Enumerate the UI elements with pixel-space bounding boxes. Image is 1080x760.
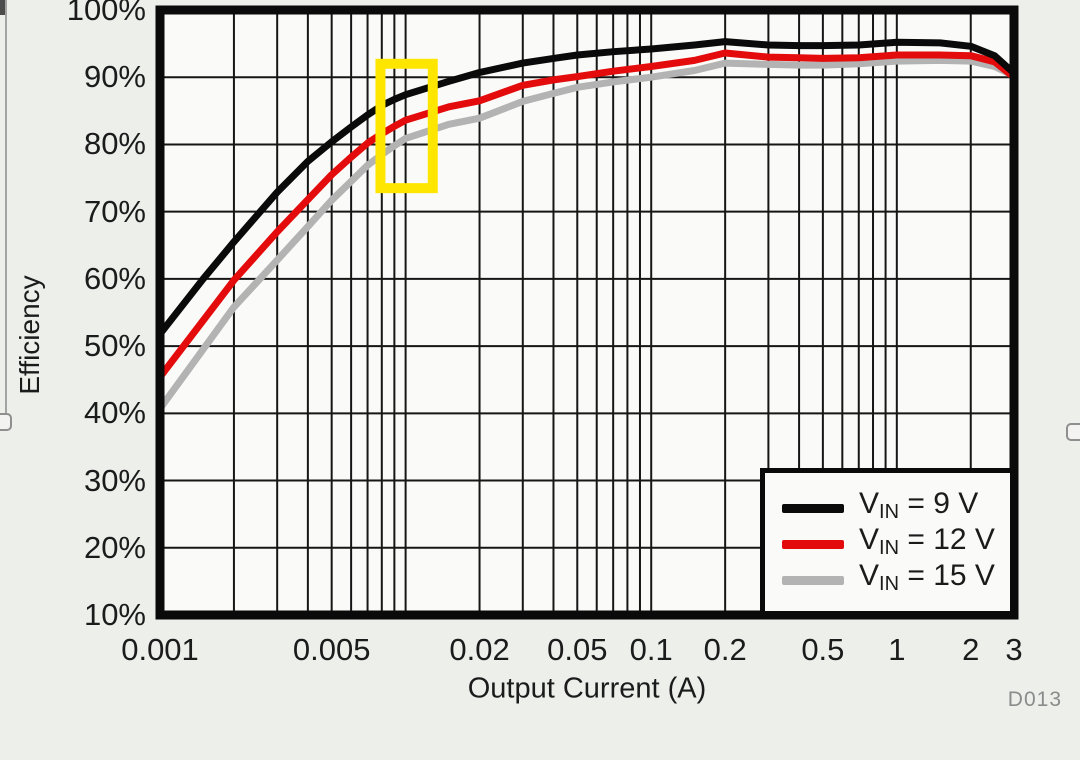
legend-label-vin-12v: VIN = 12 V [859,523,995,560]
y-tick-label: 100% [66,0,146,27]
legend: VIN = 9 V VIN = 12 V VIN = 15 V [760,468,1015,616]
x-tick-label: 0.1 [629,632,673,667]
x-tick-label: 1 [888,632,906,667]
series-line-vin-12-v [156,49,1018,381]
left-resize-handle[interactable] [0,413,12,431]
x-tick-label: 0.02 [449,632,510,667]
legend-line-swatch-black [782,503,844,513]
y-tick-label: 60% [83,260,146,296]
x-tick-label: 0.05 [547,632,608,667]
y-tick-label: 90% [83,59,146,95]
x-tick-label: 3 [1005,632,1023,667]
legend-label-vin-15v: VIN = 15 V [859,559,995,596]
y-tick-label: 80% [83,126,146,162]
x-tick-label: 0.005 [292,632,371,667]
x-tick-label: 0.2 [703,632,747,667]
legend-item-vin-9v: VIN = 9 V [765,487,1010,526]
x-tick-label: 0.001 [121,632,199,667]
x-tick-label: 2 [962,632,980,667]
y-tick-label: 40% [83,395,146,431]
legend-item-vin-12v: VIN = 12 V [765,523,1010,562]
y-tick-label: 30% [83,462,146,498]
y-tick-label: 70% [83,193,146,229]
plot-border [155,5,1019,620]
right-resize-handle[interactable] [1066,423,1080,441]
selection-edge-line [5,0,7,418]
legend-line-swatch-gray [782,575,844,585]
legend-line-swatch-red [782,539,844,549]
legend-item-vin-15v: VIN = 15 V [765,559,1010,598]
y-tick-label: 20% [83,529,146,565]
series-line-vin-15-v [156,56,1018,413]
edge-mark [0,0,5,15]
highlight-annotation [375,58,438,194]
figure-id-watermark: D013 [1007,688,1062,711]
y-tick-label: 50% [83,328,146,364]
y-axis-title: Efficiency [14,275,45,395]
series-line-vin-9-v [156,38,1018,338]
x-tick-label: 0.5 [801,632,845,667]
x-axis-title: Output Current (A) [467,672,707,705]
y-tick-label: 10% [83,597,146,632]
legend-label-vin-9v: VIN = 9 V [859,487,979,524]
